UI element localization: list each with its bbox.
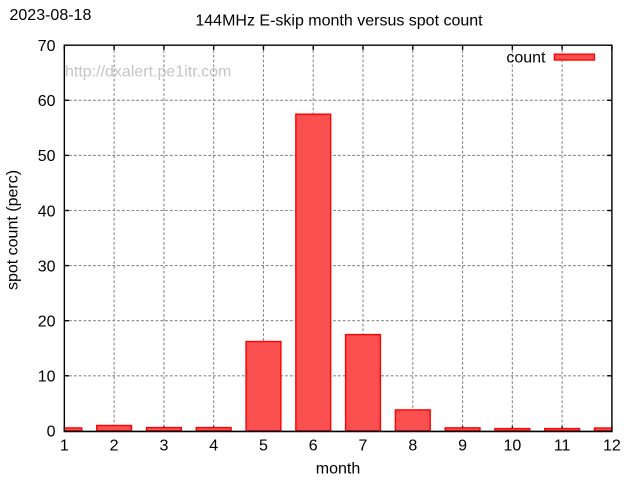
svg-text:70: 70 [38, 38, 56, 55]
svg-text:20: 20 [38, 314, 56, 331]
svg-text:11: 11 [554, 438, 571, 455]
svg-text:3: 3 [159, 438, 168, 455]
svg-text:10: 10 [38, 369, 56, 386]
svg-text:30: 30 [38, 258, 56, 275]
svg-text:2023-08-18: 2023-08-18 [10, 7, 92, 24]
svg-text:50: 50 [38, 148, 56, 165]
svg-text:1: 1 [60, 438, 69, 455]
svg-text:month: month [316, 461, 360, 478]
svg-text:6: 6 [309, 438, 318, 455]
svg-text:9: 9 [458, 438, 467, 455]
svg-text:5: 5 [259, 438, 268, 455]
svg-text:0: 0 [47, 424, 56, 441]
svg-text:count: count [506, 50, 546, 67]
svg-text:12: 12 [603, 438, 621, 455]
svg-text:http://dxalert.pe1itr.com: http://dxalert.pe1itr.com [65, 63, 231, 80]
svg-text:7: 7 [359, 438, 368, 455]
svg-text:4: 4 [209, 438, 218, 455]
svg-text:2: 2 [110, 438, 119, 455]
svg-text:144MHz E-skip month versus spo: 144MHz E-skip month versus spot count [195, 13, 483, 30]
svg-text:40: 40 [38, 203, 56, 220]
svg-text:spot count (perc): spot count (perc) [5, 170, 22, 290]
svg-text:8: 8 [408, 438, 417, 455]
svg-text:60: 60 [38, 93, 56, 110]
svg-text:10: 10 [503, 438, 521, 455]
